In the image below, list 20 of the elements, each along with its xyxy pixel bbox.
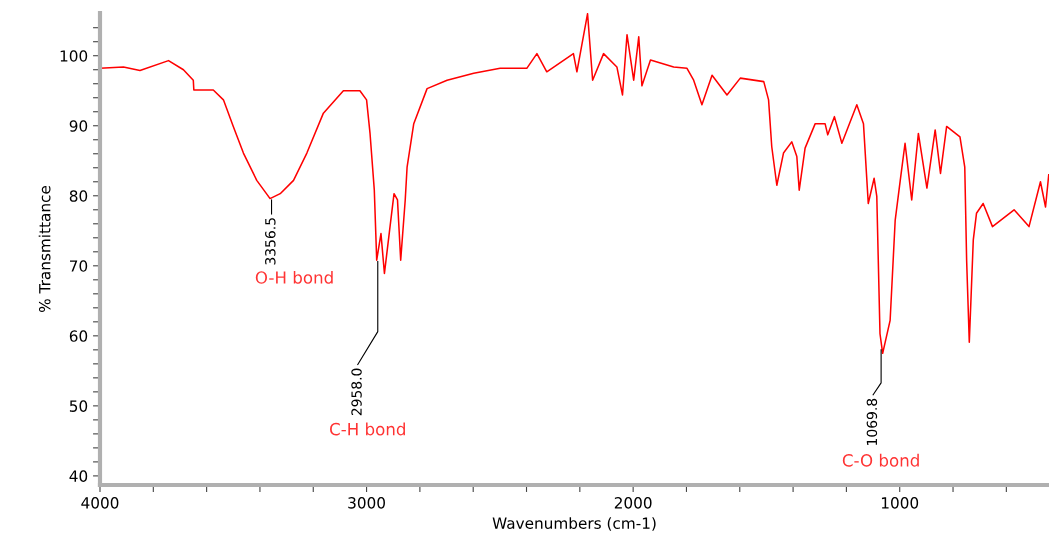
y-tick-label: 40 xyxy=(69,470,88,482)
y-tick-label: 100 xyxy=(60,50,88,62)
x-tick-label: 1000 xyxy=(881,497,919,509)
y-tick-label: 80 xyxy=(69,190,88,202)
x-tick-label: 4000 xyxy=(81,497,119,509)
annotation: O-H bond xyxy=(255,270,333,284)
x-axis-title: Wavenumbers (cm-1) xyxy=(492,517,656,531)
y-tick-label: 70 xyxy=(70,260,88,272)
annotation: C-H bond xyxy=(330,422,405,436)
y-tick-label: 50 xyxy=(69,400,88,412)
line-series xyxy=(100,13,1049,355)
x-tick-label: 2000 xyxy=(614,497,652,509)
y-axis-title: % Transmittance xyxy=(38,185,51,312)
annotation: 2958.0 xyxy=(351,368,362,416)
y-tick-label: 90 xyxy=(69,120,88,132)
x-tick-label: 3000 xyxy=(348,497,385,509)
y-tick-label: 60 xyxy=(69,330,88,342)
annotation: 1069.8 xyxy=(866,398,878,445)
annotation: 3356.5 xyxy=(265,218,276,265)
annotation: C-O bond xyxy=(842,453,919,467)
